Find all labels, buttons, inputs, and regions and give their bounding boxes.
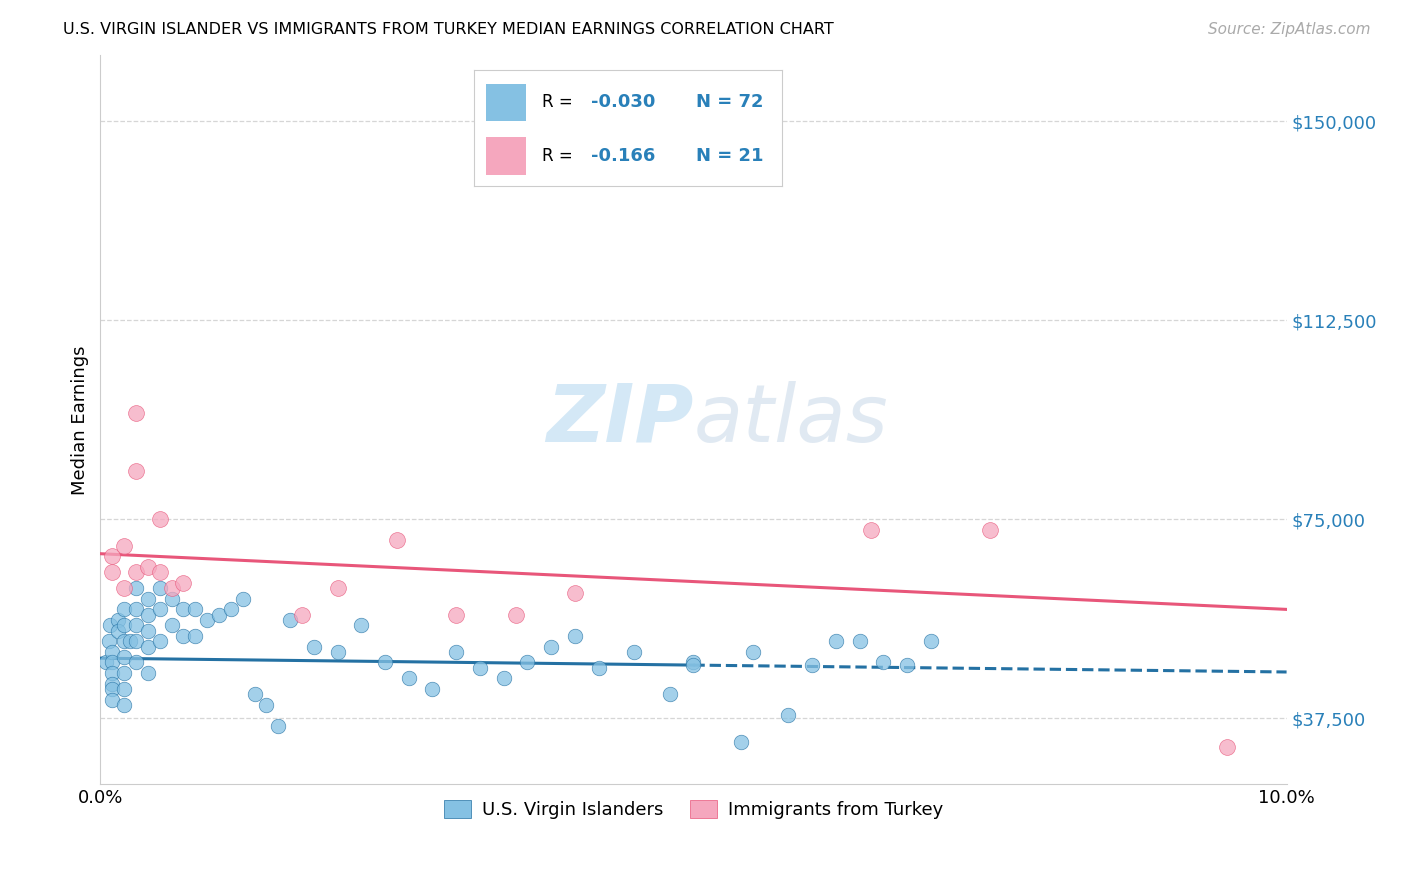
Point <box>101 676 124 690</box>
Point <box>326 581 349 595</box>
Point <box>125 566 148 580</box>
Point <box>149 581 172 595</box>
Point <box>136 624 159 638</box>
Point <box>101 681 124 696</box>
Point <box>326 645 349 659</box>
Point <box>112 539 135 553</box>
Point <box>267 719 290 733</box>
Point <box>125 634 148 648</box>
Point <box>860 523 883 537</box>
Text: atlas: atlas <box>693 381 889 458</box>
Point <box>232 591 254 606</box>
Point <box>172 575 194 590</box>
Point <box>101 666 124 681</box>
Point <box>564 629 586 643</box>
Text: U.S. VIRGIN ISLANDER VS IMMIGRANTS FROM TURKEY MEDIAN EARNINGS CORRELATION CHART: U.S. VIRGIN ISLANDER VS IMMIGRANTS FROM … <box>63 22 834 37</box>
Point <box>516 656 538 670</box>
Point <box>468 661 491 675</box>
Point <box>243 687 266 701</box>
Point <box>682 656 704 670</box>
Point <box>149 602 172 616</box>
Point <box>254 698 277 712</box>
Point <box>172 629 194 643</box>
Point <box>112 634 135 648</box>
Point <box>872 656 894 670</box>
Point <box>195 613 218 627</box>
Point <box>97 634 120 648</box>
Point <box>801 658 824 673</box>
Point <box>172 602 194 616</box>
Point <box>291 607 314 622</box>
Point <box>848 634 870 648</box>
Point <box>101 549 124 564</box>
Point <box>896 658 918 673</box>
Point <box>136 607 159 622</box>
Point <box>219 602 242 616</box>
Point <box>112 602 135 616</box>
Point <box>540 640 562 654</box>
Point <box>160 581 183 595</box>
Point <box>778 708 800 723</box>
Y-axis label: Median Earnings: Median Earnings <box>72 345 89 494</box>
Point <box>623 645 645 659</box>
Point <box>350 618 373 632</box>
Point <box>564 586 586 600</box>
Point <box>184 602 207 616</box>
Point <box>658 687 681 701</box>
Point <box>101 645 124 659</box>
Point <box>1216 740 1239 755</box>
Point <box>682 658 704 673</box>
Point <box>136 666 159 681</box>
Point <box>149 566 172 580</box>
Point <box>136 640 159 654</box>
Point <box>588 661 610 675</box>
Text: ZIP: ZIP <box>546 381 693 458</box>
Point <box>96 656 118 670</box>
Point <box>422 681 444 696</box>
Point <box>98 618 121 632</box>
Legend: U.S. Virgin Islanders, Immigrants from Turkey: U.S. Virgin Islanders, Immigrants from T… <box>436 793 950 827</box>
Point <box>118 634 141 648</box>
Point <box>112 650 135 665</box>
Point <box>112 618 135 632</box>
Point <box>385 533 408 548</box>
Point <box>112 666 135 681</box>
Point <box>492 671 515 685</box>
Point <box>149 512 172 526</box>
Point <box>505 607 527 622</box>
Point <box>149 634 172 648</box>
Point <box>125 656 148 670</box>
Point <box>444 607 467 622</box>
Point <box>101 566 124 580</box>
Point <box>920 634 942 648</box>
Point <box>136 560 159 574</box>
Point <box>112 698 135 712</box>
Point <box>302 640 325 654</box>
Point <box>125 581 148 595</box>
Point <box>125 465 148 479</box>
Point <box>125 406 148 420</box>
Point <box>101 656 124 670</box>
Point <box>125 618 148 632</box>
Point <box>398 671 420 685</box>
Point <box>107 624 129 638</box>
Point <box>741 645 763 659</box>
Point <box>101 692 124 706</box>
Point <box>730 735 752 749</box>
Point <box>444 645 467 659</box>
Point <box>160 618 183 632</box>
Point <box>112 581 135 595</box>
Point <box>184 629 207 643</box>
Text: Source: ZipAtlas.com: Source: ZipAtlas.com <box>1208 22 1371 37</box>
Point <box>107 613 129 627</box>
Point <box>112 681 135 696</box>
Point <box>208 607 231 622</box>
Point <box>824 634 846 648</box>
Point <box>160 591 183 606</box>
Point <box>374 656 396 670</box>
Point <box>125 602 148 616</box>
Point <box>979 523 1001 537</box>
Point <box>136 591 159 606</box>
Point <box>278 613 301 627</box>
